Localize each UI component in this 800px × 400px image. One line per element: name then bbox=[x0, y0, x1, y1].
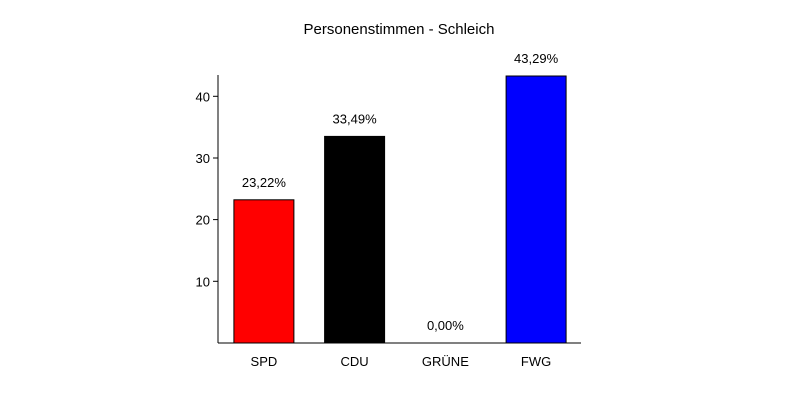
y-tick-label: 10 bbox=[196, 274, 210, 289]
x-tick-label-spd: SPD bbox=[251, 354, 278, 369]
x-tick-label-cdu: CDU bbox=[341, 354, 369, 369]
y-tick-label: 30 bbox=[196, 151, 210, 166]
value-label-fwg: 43,29% bbox=[514, 51, 559, 66]
bars-group bbox=[233, 75, 567, 344]
y-tick-label: 20 bbox=[196, 213, 210, 228]
value-labels-group: 23,22% 33,49% 0,00% 43,29% bbox=[242, 51, 559, 333]
y-axis: 10 20 30 40 bbox=[196, 75, 219, 343]
bar-fwg bbox=[505, 75, 567, 344]
y-tick-label: 40 bbox=[196, 89, 210, 104]
value-label-spd: 23,22% bbox=[242, 175, 287, 190]
x-tick-label-grüne: GRÜNE bbox=[422, 354, 469, 369]
value-label-cdu: 33,49% bbox=[333, 111, 378, 126]
bar-spd bbox=[233, 199, 295, 344]
x-tick-label-fwg: FWG bbox=[521, 354, 551, 369]
bar-cdu bbox=[324, 135, 386, 344]
x-axis: SPD CDU GRÜNE FWG bbox=[218, 342, 581, 369]
value-label-grüne: 0,00% bbox=[427, 318, 464, 333]
chart-title: Personenstimmen - Schleich bbox=[304, 21, 495, 38]
